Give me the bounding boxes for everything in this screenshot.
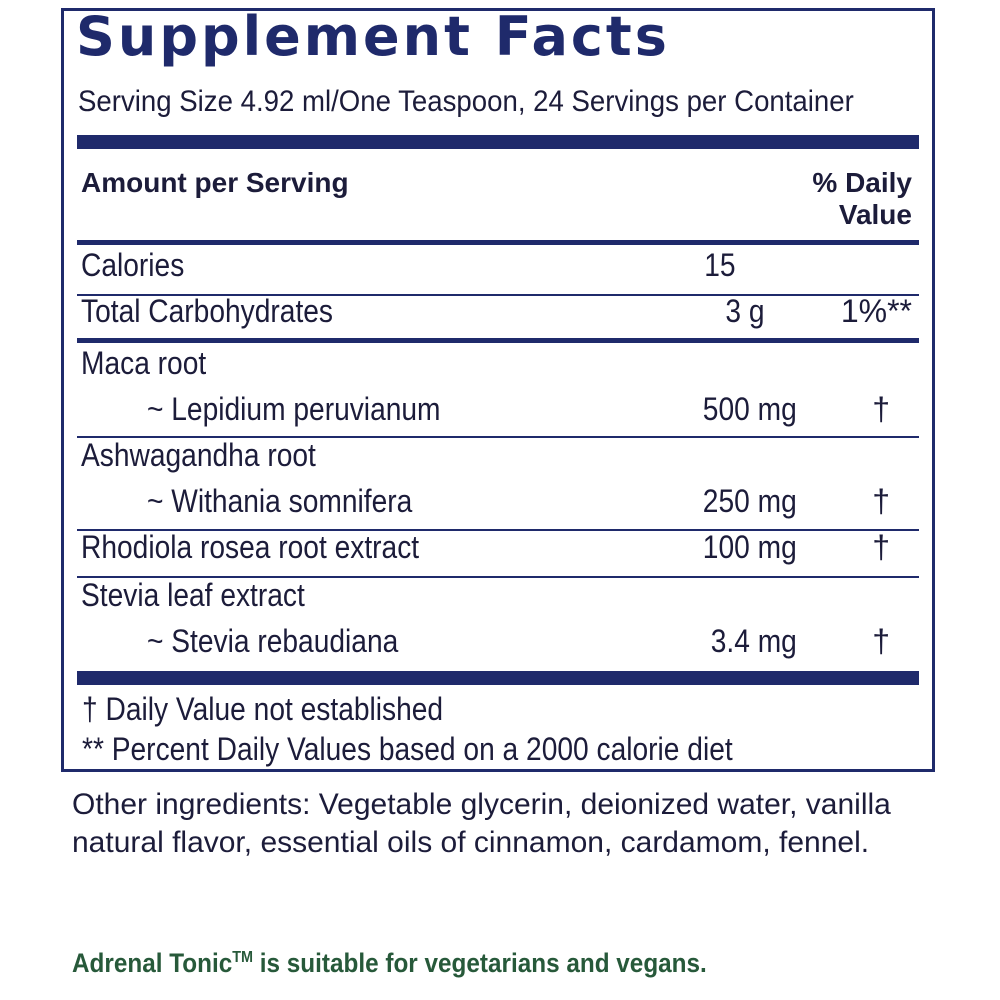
ashwagandha-label: Ashwagandha root [81, 437, 316, 473]
row-divider [77, 294, 919, 296]
stevia-label: Stevia leaf extract [81, 577, 305, 613]
header-rule [77, 135, 919, 149]
rhodiola-label: Rhodiola rosea root extract [81, 529, 420, 565]
product-name: Adrenal Tonic [72, 948, 233, 978]
row-divider [77, 338, 919, 343]
carbohydrates-amount: 3 g [724, 293, 764, 329]
maca-label: Maca root [81, 345, 207, 381]
footnote-dagger: † Daily Value not established [82, 691, 444, 727]
row-divider [77, 436, 919, 438]
calories-label: Calories [81, 247, 185, 283]
footnote-daily-values: ** Percent Daily Values based on a 2000 … [82, 731, 733, 767]
daily-value-header-line2: Value [838, 199, 912, 230]
daily-value-header: % Daily Value [812, 167, 912, 231]
vegan-note-text: is suitable for vegetarians and vegans. [253, 948, 707, 978]
calories-amount: 15 [704, 247, 736, 283]
daily-value-header-line1: % Daily [812, 167, 912, 198]
rhodiola-dv: † [872, 529, 890, 565]
row-divider [77, 576, 919, 578]
stevia-latin-name: ~ Stevia rebaudiana [147, 623, 399, 659]
trademark-mark: TM [232, 949, 254, 966]
vegan-note: Adrenal TonicTM is suitable for vegetari… [72, 948, 707, 979]
footer-rule [77, 671, 919, 685]
maca-dv: † [872, 391, 890, 427]
maca-amount: 500 mg [703, 391, 797, 427]
amount-per-serving-header: Amount per Serving [81, 167, 349, 198]
row-divider [77, 529, 919, 531]
serving-size: Serving Size 4.92 ml/One Teaspoon, 24 Se… [78, 85, 854, 118]
supplement-facts-panel: Supplement Facts Serving Size 4.92 ml/On… [61, 5, 935, 772]
panel-title: Supplement Facts [76, 5, 670, 68]
ashwagandha-dv: † [872, 483, 890, 519]
carbohydrates-label: Total Carbohydrates [81, 293, 334, 329]
ashwagandha-latin-name: ~ Withania somnifera [147, 483, 413, 519]
stevia-amount: 3.4 mg [710, 623, 797, 659]
rhodiola-amount: 100 mg [703, 529, 797, 565]
maca-latin-name: ~ Lepidium peruvianum [147, 391, 441, 427]
stevia-dv: † [872, 623, 890, 659]
carbohydrates-dv: 1%** [840, 293, 912, 329]
other-ingredients: Other ingredients: Vegetable glycerin, d… [72, 788, 891, 859]
section-rule [77, 240, 919, 245]
ashwagandha-amount: 250 mg [703, 483, 797, 519]
